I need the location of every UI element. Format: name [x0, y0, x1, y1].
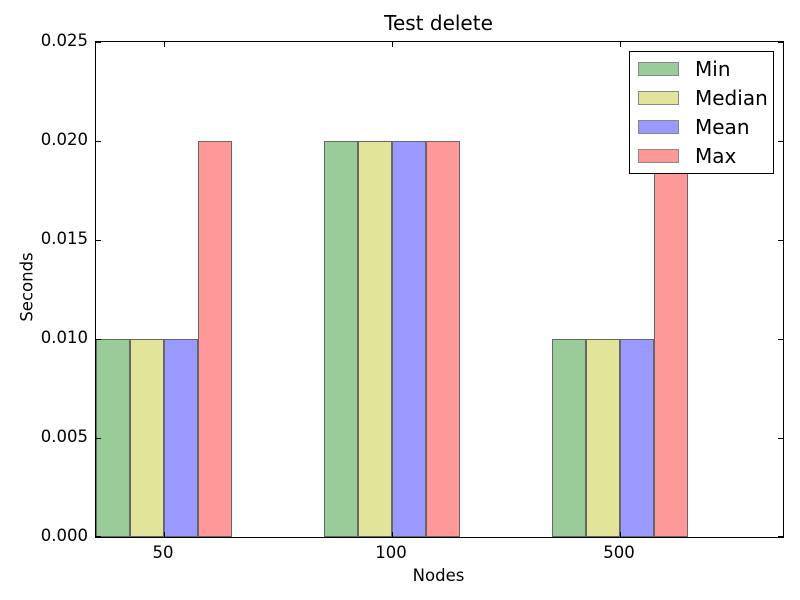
- legend: Min Median Mean Max: [629, 51, 774, 174]
- x-tick-label: 100: [375, 543, 407, 562]
- y-tick-mark: [778, 42, 783, 43]
- bar-min-500: [552, 339, 586, 537]
- bar-mean-100: [392, 141, 426, 537]
- y-tick-mark: [96, 437, 101, 439]
- chart-title: Test delete: [384, 11, 493, 35]
- x-tick-label: 50: [152, 543, 174, 562]
- y-tick-label: 0.010: [40, 328, 88, 347]
- y-tick-mark: [778, 239, 783, 241]
- y-tick-label: 0.005: [40, 427, 88, 446]
- legend-item-max: Max: [638, 145, 773, 167]
- legend-swatch-mean: [638, 120, 679, 134]
- legend-swatch-min: [638, 62, 679, 76]
- y-tick-mark: [778, 338, 783, 340]
- y-tick-label: 0.020: [40, 130, 88, 149]
- legend-label-min: Min: [695, 57, 731, 81]
- y-tick-mark: [96, 536, 101, 537]
- y-tick-mark: [778, 437, 783, 439]
- legend-label-max: Max: [695, 144, 737, 168]
- legend-label-median: Median: [695, 86, 768, 110]
- bar-median-500: [586, 339, 620, 537]
- y-tick-label: 0.015: [40, 229, 88, 248]
- bar-mean-50: [164, 339, 198, 537]
- plot-area: Min Median Mean Max: [95, 41, 784, 538]
- x-tick-mark: [391, 42, 393, 47]
- bar-min-100: [324, 141, 358, 537]
- x-axis-label: Nodes: [412, 566, 465, 585]
- y-tick-mark: [96, 239, 101, 241]
- y-tick-mark: [778, 140, 783, 142]
- x-tick-label: 500: [603, 543, 635, 562]
- y-tick-label: 0.000: [40, 526, 88, 545]
- x-tick-mark: [391, 532, 393, 537]
- y-axis-label: Seconds: [17, 252, 37, 322]
- bar-min-50: [96, 339, 130, 537]
- x-tick-mark: [619, 42, 621, 47]
- bar-max-100: [426, 141, 460, 537]
- bar-max-50: [198, 141, 232, 537]
- legend-label-mean: Mean: [695, 115, 750, 139]
- y-tick-label: 0.025: [40, 31, 88, 50]
- legend-item-min: Min: [638, 58, 773, 80]
- x-tick-mark: [619, 532, 621, 537]
- legend-swatch-median: [638, 91, 679, 105]
- y-tick-mark: [96, 338, 101, 340]
- legend-item-mean: Mean: [638, 116, 773, 138]
- legend-item-median: Median: [638, 87, 773, 109]
- y-tick-mark: [96, 42, 101, 43]
- y-tick-mark: [778, 536, 783, 537]
- legend-swatch-max: [638, 149, 679, 163]
- bar-median-100: [358, 141, 392, 537]
- bar-mean-500: [620, 339, 654, 537]
- x-tick-mark: [163, 42, 165, 47]
- bar-max-500: [654, 141, 688, 537]
- y-tick-mark: [96, 140, 101, 142]
- x-tick-mark: [163, 532, 165, 537]
- bar-median-50: [130, 339, 164, 537]
